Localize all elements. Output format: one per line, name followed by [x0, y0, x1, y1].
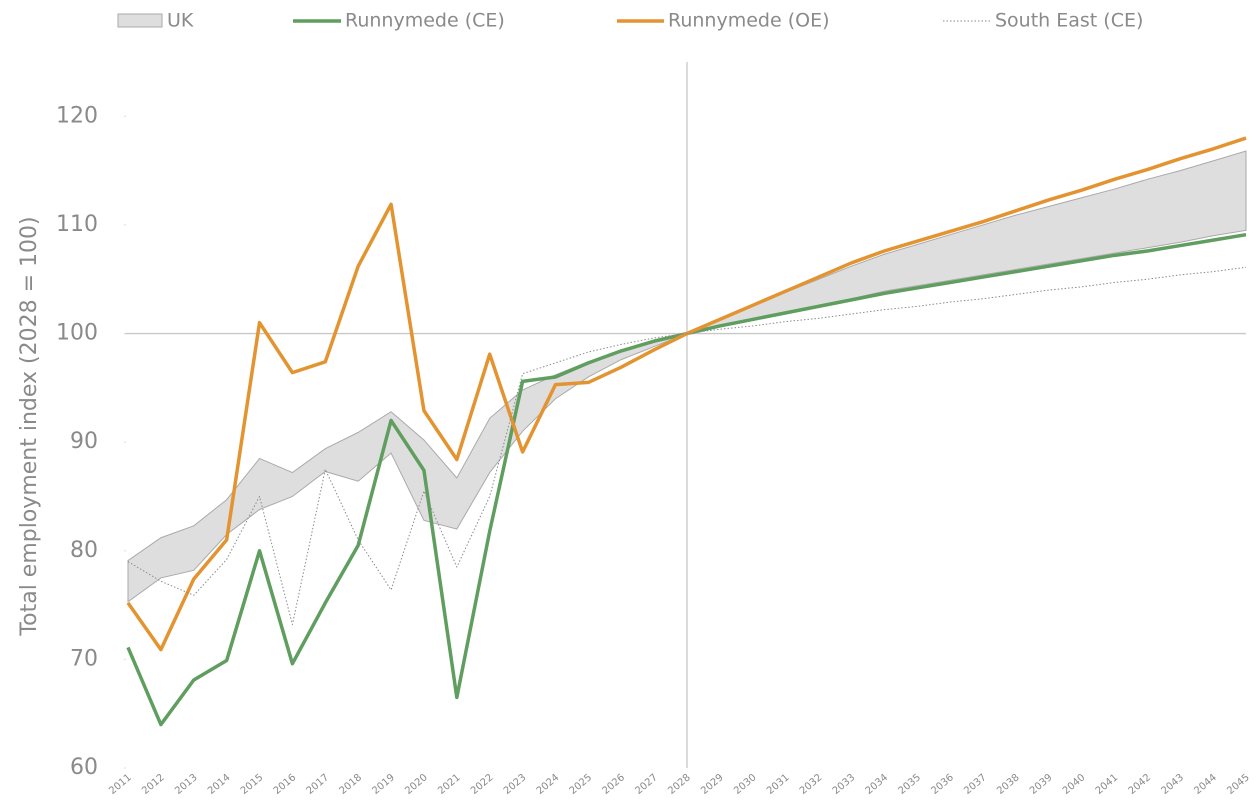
- x-tick-label: 2040: [1061, 772, 1088, 797]
- x-tick-label: 2012: [140, 772, 167, 797]
- y-tick-label: 60: [70, 755, 98, 780]
- legend-label: Runnymede (OE): [668, 10, 830, 32]
- x-tick-label: 2042: [1127, 772, 1154, 797]
- x-tick-label: 2027: [633, 772, 660, 797]
- x-tick-label: 2037: [962, 772, 989, 797]
- y-tick-label: 80: [70, 538, 98, 563]
- x-tick-label: 2013: [173, 772, 200, 797]
- series-line: [127, 266, 1247, 626]
- x-tick-label: 2016: [272, 772, 299, 797]
- legend-label: South East (CE): [995, 10, 1143, 32]
- x-tick-label: 2043: [1160, 772, 1187, 797]
- x-tick-label: 2036: [929, 772, 956, 797]
- x-tick-label: 2035: [896, 772, 923, 797]
- x-tick-label: 2041: [1094, 772, 1121, 797]
- x-tick-label: 2031: [765, 772, 792, 797]
- x-tick-label: 2025: [568, 772, 595, 797]
- x-tick-label: 2028: [666, 772, 693, 797]
- x-tick-label: 2045: [1225, 772, 1252, 797]
- y-axis-label: Total employment index (2028 = 100): [17, 216, 42, 636]
- x-tick-label: 2022: [469, 772, 496, 797]
- x-tick-label: 2019: [370, 772, 397, 797]
- x-tick-label: 2021: [436, 772, 463, 797]
- y-tick-label: 120: [56, 103, 98, 128]
- x-tick-label: 2029: [699, 772, 726, 797]
- band-area: [127, 150, 1247, 603]
- x-tick-label: 2024: [535, 772, 562, 797]
- legend-label: Runnymede (CE): [345, 10, 505, 32]
- y-tick-label: 70: [70, 646, 98, 671]
- x-tick-label: 2014: [206, 772, 233, 797]
- x-tick-label: 2034: [864, 772, 891, 797]
- x-tick-label: 2015: [239, 772, 266, 797]
- x-tick-label: 2044: [1192, 772, 1219, 797]
- x-tick-label: 2030: [732, 772, 759, 797]
- y-tick-label: 100: [56, 321, 98, 346]
- y-tick-label: 90: [70, 429, 98, 454]
- x-tick-label: 2018: [337, 772, 364, 797]
- legend-label: UK: [167, 10, 194, 32]
- x-tick-label: 2020: [403, 772, 430, 797]
- x-tick-label: 2039: [1028, 772, 1055, 797]
- x-tick-label: 2026: [601, 772, 628, 797]
- legend-swatch: [117, 13, 163, 28]
- x-tick-label: 2038: [995, 772, 1022, 797]
- x-tick-label: 2017: [305, 772, 332, 797]
- x-tick-label: 2033: [831, 772, 858, 797]
- x-tick-label: 2011: [107, 772, 134, 797]
- x-tick-label: 2023: [502, 772, 529, 797]
- y-tick-label: 110: [56, 212, 98, 237]
- x-tick-label: 2032: [798, 772, 825, 797]
